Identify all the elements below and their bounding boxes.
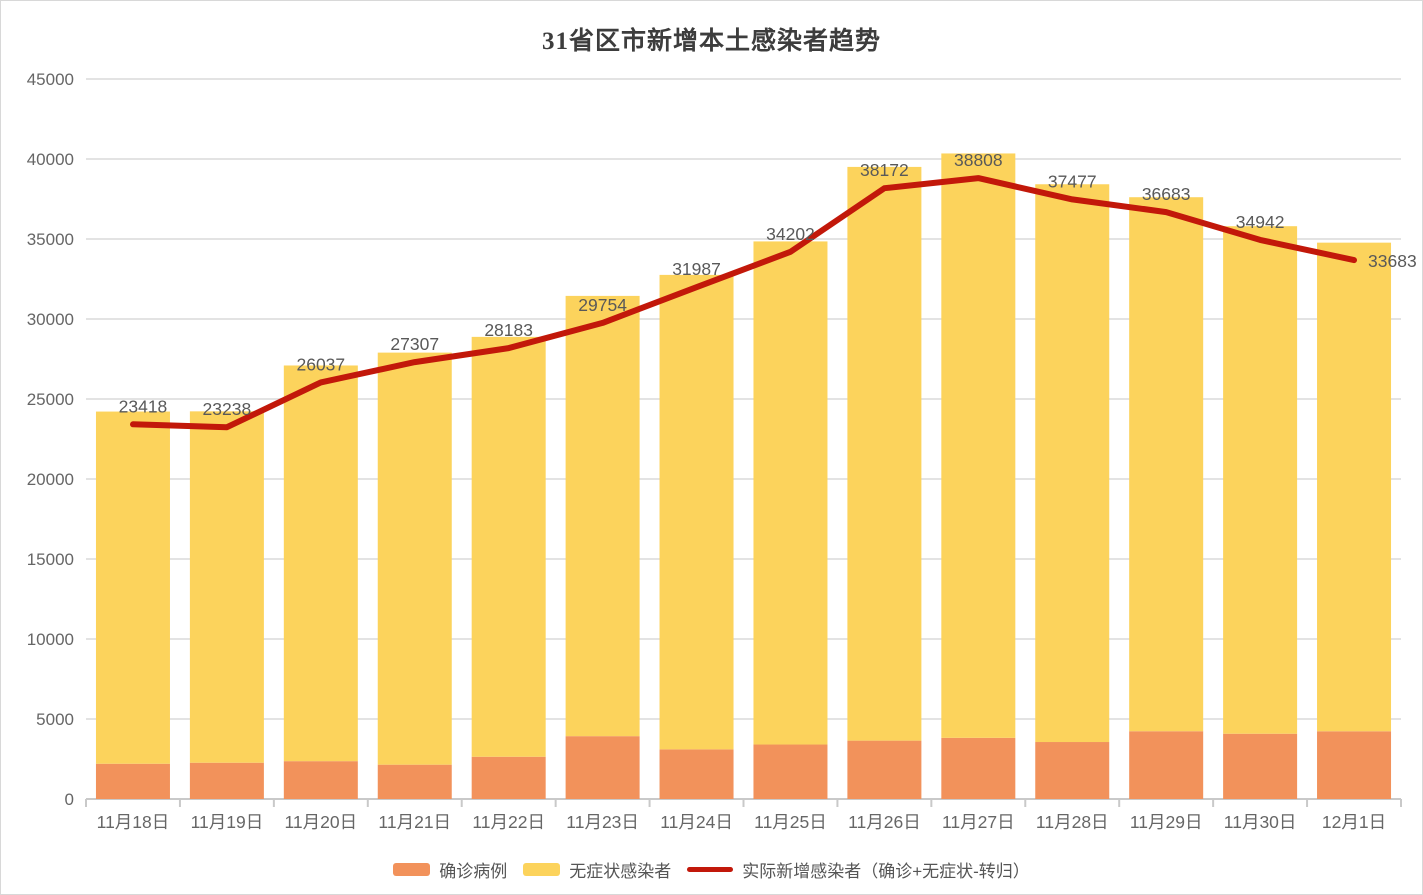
x-axis-label: 11月19日 [191, 812, 264, 832]
legend-swatch-asymptomatic [523, 863, 561, 876]
x-axis-label: 11月20日 [285, 812, 358, 832]
value-label: 37477 [1048, 171, 1097, 191]
bar-confirmed [189, 762, 264, 799]
bar-confirmed [95, 763, 170, 799]
bar-confirmed [1035, 742, 1110, 799]
bar-confirmed [1223, 733, 1298, 799]
bar-confirmed [941, 737, 1016, 799]
trend-line [130, 175, 1357, 431]
bar-asymptomatic [283, 365, 358, 762]
x-axis-label: 11月29日 [1130, 812, 1203, 832]
bar-asymptomatic [1223, 226, 1298, 734]
bar-asymptomatic [95, 411, 170, 764]
bar-asymptomatic [659, 274, 734, 750]
bar-confirmed [659, 749, 734, 799]
legend-label-actual-line: 实际新增感染者（确诊+无症状-转归） [742, 862, 1030, 881]
value-label: 28183 [484, 320, 533, 340]
legend-swatch-confirmed [393, 863, 431, 876]
value-label: 34202 [766, 224, 815, 244]
value-label: 23238 [203, 399, 252, 419]
value-label: 26037 [296, 354, 345, 374]
x-axis-label: 11月28日 [1036, 812, 1109, 832]
x-axis-label: 12月1日 [1322, 812, 1386, 832]
y-axis-label: 20000 [27, 470, 74, 489]
bar-asymptomatic [847, 166, 922, 741]
bar-asymptomatic [941, 153, 1016, 738]
y-axis-label: 30000 [27, 310, 74, 329]
value-label: 33683 [1368, 251, 1417, 271]
value-label: 31987 [672, 259, 721, 279]
bar-asymptomatic [189, 411, 264, 763]
chart-title: 31省区市新增本土感染者趋势 [541, 28, 881, 55]
x-axis-label: 11月23日 [566, 812, 639, 832]
y-axis-label: 25000 [27, 390, 74, 409]
x-axis-label: 11月30日 [1224, 812, 1297, 832]
legend-item-asymptomatic: 无症状感染者 [523, 857, 671, 882]
x-axis-label: 11月24日 [660, 812, 733, 832]
y-axis-label: 0 [65, 790, 74, 809]
value-label: 23418 [119, 396, 168, 416]
legend-item-confirmed: 确诊病例 [393, 857, 507, 882]
bar-confirmed [1129, 731, 1204, 799]
y-axis-label: 35000 [27, 230, 74, 249]
legend-item-actual-line: 实际新增感染者（确诊+无症状-转归） [687, 857, 1030, 882]
bar-confirmed [565, 736, 640, 799]
bar-asymptomatic [565, 295, 640, 737]
value-label: 38172 [860, 160, 909, 180]
x-axis-label: 11月18日 [97, 812, 170, 832]
y-axis-label: 40000 [27, 150, 74, 169]
bar-asymptomatic [753, 241, 828, 745]
bar-asymptomatic [1317, 242, 1392, 732]
bar-confirmed [377, 764, 452, 799]
bar-confirmed [753, 744, 828, 799]
legend-swatch-actual-line [687, 867, 734, 872]
x-axis-label: 11月22日 [472, 812, 545, 832]
chart-legend: 确诊病例 无症状感染者 实际新增感染者（确诊+无症状-转归） [1, 857, 1422, 882]
bar-confirmed [283, 761, 358, 799]
bar-asymptomatic [471, 336, 546, 757]
y-axis-label: 45000 [27, 70, 74, 89]
legend-label-confirmed: 确诊病例 [439, 862, 508, 881]
value-label: 34942 [1236, 212, 1285, 232]
value-label: 29754 [578, 295, 627, 315]
bar-confirmed [471, 756, 546, 799]
bar-asymptomatic [1035, 184, 1110, 743]
x-axis-label: 11月26日 [848, 812, 921, 832]
value-label: 38808 [954, 150, 1003, 170]
value-label: 36683 [1142, 184, 1191, 204]
bar-asymptomatic [377, 352, 452, 765]
y-axis-label: 15000 [27, 550, 74, 569]
bar-confirmed [847, 740, 922, 799]
x-axis-label: 11月25日 [754, 812, 827, 832]
y-axis-label: 5000 [36, 710, 74, 729]
y-axis-label: 10000 [27, 630, 74, 649]
bar-asymptomatic [1129, 197, 1204, 732]
x-axis-label: 11月27日 [942, 812, 1015, 832]
x-axis-label: 11月21日 [378, 812, 451, 832]
legend-label-asymptomatic: 无症状感染者 [569, 862, 672, 881]
value-label: 27307 [390, 334, 439, 354]
bar-confirmed [1317, 731, 1392, 799]
